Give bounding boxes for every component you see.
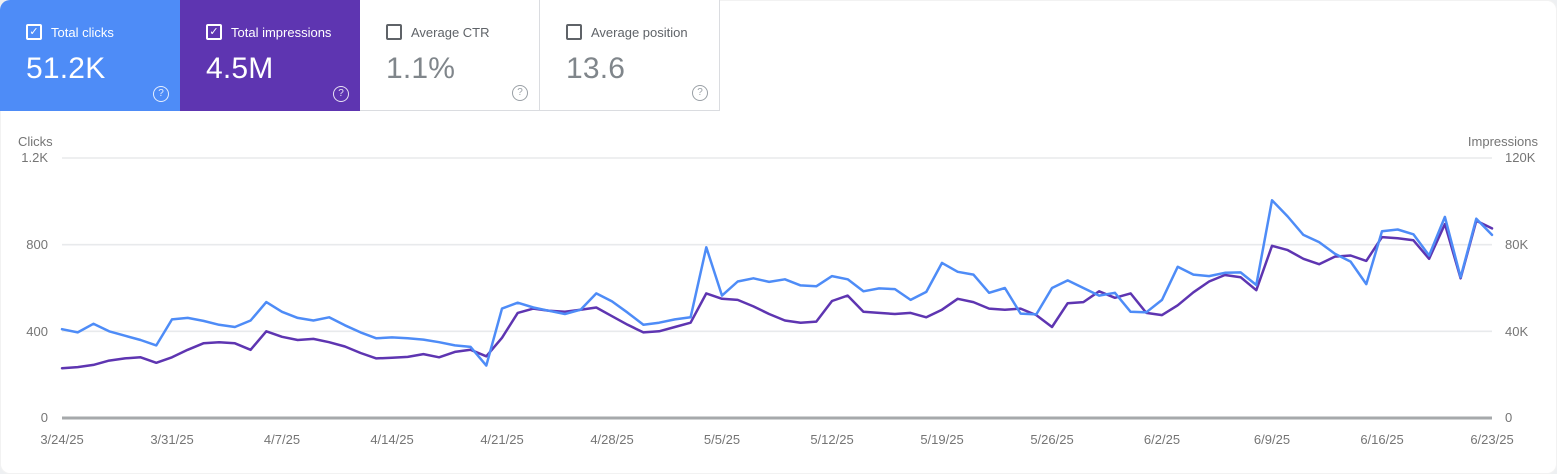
right-axis-tick: 120K xyxy=(1505,150,1536,165)
left-axis-title: Clicks xyxy=(18,134,53,149)
checkbox-checked-icon[interactable]: ✓ xyxy=(26,24,42,40)
help-icon[interactable]: ? xyxy=(333,86,349,102)
metric-card-average-position[interactable]: Average position 13.6? xyxy=(540,0,720,111)
x-axis-tick: 4/21/25 xyxy=(480,432,524,447)
metric-card-label: Average position xyxy=(591,24,688,40)
x-axis-tick: 5/26/25 xyxy=(1030,432,1074,447)
right-axis-tick: 0 xyxy=(1505,410,1513,425)
help-icon[interactable]: ? xyxy=(692,85,708,101)
metric-cards-row: ✓ Total clicks 51.2K? ✓ Total impressions 4.5… xyxy=(0,0,1557,111)
right-axis-tick: 80K xyxy=(1505,237,1529,252)
left-axis-tick: 400 xyxy=(26,324,48,339)
x-axis-tick: 6/16/25 xyxy=(1360,432,1404,447)
metric-card-header: ✓ Total clicks xyxy=(26,24,180,40)
x-axis-tick: 6/23/25 xyxy=(1470,432,1514,447)
metric-card-value: 51.2K xyxy=(26,52,106,85)
checkbox-unchecked-icon[interactable] xyxy=(386,24,402,40)
metric-card-label: Average CTR xyxy=(411,24,490,40)
x-axis-tick: 3/24/25 xyxy=(40,432,84,447)
right-axis-tick: 40K xyxy=(1505,324,1529,339)
metric-card-value: 4.5M xyxy=(206,52,274,85)
total-clicks-line[interactable] xyxy=(60,199,1494,367)
checkbox-unchecked-icon[interactable] xyxy=(566,24,582,40)
metric-card-total-impressions[interactable]: ✓ Total impressions 4.5M? xyxy=(180,0,360,111)
x-axis-tick: 5/5/25 xyxy=(703,432,741,447)
x-axis-tick: 4/14/25 xyxy=(370,432,414,447)
x-axis-tick: 5/12/25 xyxy=(810,432,854,447)
metric-card-total-clicks[interactable]: ✓ Total clicks 51.2K? xyxy=(0,0,180,111)
metric-card-label: Total impressions xyxy=(231,24,332,40)
metric-card-average-ctr[interactable]: Average CTR 1.1%? xyxy=(360,0,540,111)
metric-card-value: 13.6 xyxy=(566,52,626,85)
metric-card-header: ✓ Total impressions xyxy=(206,24,360,40)
x-axis-tick: 6/9/25 xyxy=(1253,432,1291,447)
metric-card-label: Total clicks xyxy=(51,24,114,40)
left-axis-tick: 0 xyxy=(40,410,48,425)
help-icon[interactable]: ? xyxy=(512,85,528,101)
performance-chart[interactable]: Clicks Impressions 0 400 800 1.2K 0 40K 80K 120K 3… xyxy=(0,111,1557,474)
metric-card-header: Average CTR xyxy=(386,24,539,40)
x-axis-tick: 3/31/25 xyxy=(150,432,194,447)
total-impressions-line[interactable] xyxy=(60,219,1494,370)
left-axis-tick: 800 xyxy=(26,237,48,252)
x-axis-tick: 4/28/25 xyxy=(590,432,634,447)
help-icon[interactable]: ? xyxy=(153,86,169,102)
x-axis-tick: 6/2/25 xyxy=(1143,432,1181,447)
right-axis-title: Impressions xyxy=(1467,134,1538,149)
x-axis-tick: 5/19/25 xyxy=(920,432,964,447)
metric-card-value: 1.1% xyxy=(386,52,456,85)
metric-card-header: Average position xyxy=(566,24,719,40)
left-axis-tick: 1.2K xyxy=(21,150,48,165)
checkbox-checked-icon[interactable]: ✓ xyxy=(206,24,222,40)
x-axis-tick: 4/7/25 xyxy=(263,432,301,447)
